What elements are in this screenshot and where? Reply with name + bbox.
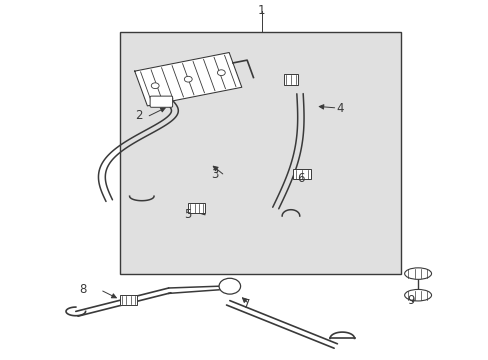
Bar (188, 203, 205, 213)
Text: 6: 6 (296, 172, 304, 185)
Circle shape (219, 278, 240, 294)
Text: 5: 5 (184, 208, 192, 221)
Text: 2: 2 (135, 109, 143, 122)
Circle shape (217, 70, 225, 76)
Text: 3: 3 (211, 168, 219, 181)
Bar (293, 169, 310, 179)
Bar (120, 295, 137, 305)
Ellipse shape (404, 289, 430, 301)
Bar (283, 74, 298, 85)
FancyBboxPatch shape (150, 96, 172, 107)
Text: 8: 8 (79, 283, 87, 296)
Text: 4: 4 (335, 102, 343, 114)
Ellipse shape (404, 268, 430, 279)
Text: 9: 9 (406, 294, 414, 307)
Bar (120, 32, 400, 274)
Text: 7: 7 (243, 298, 250, 311)
Text: 1: 1 (257, 4, 265, 17)
Circle shape (184, 76, 192, 82)
Polygon shape (134, 53, 242, 106)
Circle shape (151, 83, 159, 89)
